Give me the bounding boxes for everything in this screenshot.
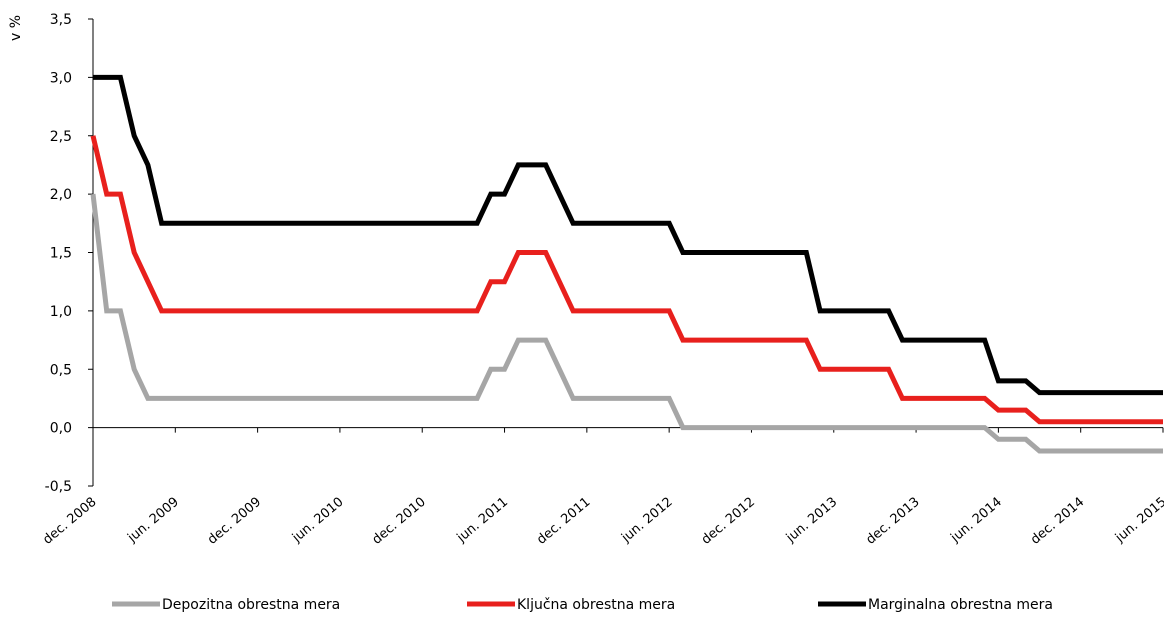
y-tick-labels: 3,5 3,0 2,5 2,0 1,5 1,0 0,5 0,0 -0,5 — [45, 12, 93, 495]
legend-label-3: Marginalna obrestna mera — [868, 597, 1053, 613]
x-tick-label: jun. 2011 — [454, 495, 511, 547]
x-tick-label: jun. 2013 — [783, 495, 840, 547]
x-tick-label: dec. 2011 — [534, 495, 593, 548]
x-tick-label: dec. 2013 — [863, 495, 922, 548]
y-tick-label: 0,0 — [50, 421, 72, 437]
y-tick-label: 3,5 — [50, 12, 72, 28]
y-tick-label: 1,0 — [50, 304, 72, 320]
x-tick-label: dec. 2010 — [370, 495, 429, 548]
x-tick-labels: dec. 2008 jun. 2009 dec. 2009 jun. 2010 dec.… — [40, 427, 1164, 548]
x-tick-label: jun. 2009 — [124, 495, 181, 547]
series-line-3 — [93, 74, 1163, 396]
x-tick-label: dec. 2014 — [1028, 495, 1087, 548]
x-tick-label: dec. 2008 — [40, 495, 99, 548]
y-tick-label: 1,5 — [50, 246, 72, 262]
x-tick-label: dec. 2009 — [205, 495, 264, 548]
legend-label-2: Ključna obrestna mera — [517, 597, 675, 613]
y-tick-label: -0,5 — [45, 479, 72, 495]
series-line-2 — [90, 135, 1163, 425]
y-tick-label: 3,0 — [50, 70, 72, 86]
y-tick-label: 2,0 — [50, 187, 72, 203]
series-line-1 — [90, 193, 1163, 454]
x-tick-label: dec. 2012 — [699, 495, 758, 548]
x-tick-label: jun. 2014 — [947, 495, 1004, 547]
axes — [92, 19, 1163, 486]
series-lines — [90, 74, 1163, 454]
y-tick-label: 2,5 — [50, 129, 72, 145]
y-axis-unit-label: v % — [8, 15, 24, 41]
y-tick-label: 0,5 — [50, 362, 72, 378]
x-tick-label: jun. 2015 — [1112, 495, 1164, 547]
legend-label-1: Depozitna obrestna mera — [162, 597, 340, 613]
x-tick-label: jun. 2010 — [289, 495, 346, 547]
legend: Depozitna obrestna mera Ključna obrestna … — [112, 597, 1053, 613]
x-tick-label: jun. 2012 — [618, 495, 675, 547]
